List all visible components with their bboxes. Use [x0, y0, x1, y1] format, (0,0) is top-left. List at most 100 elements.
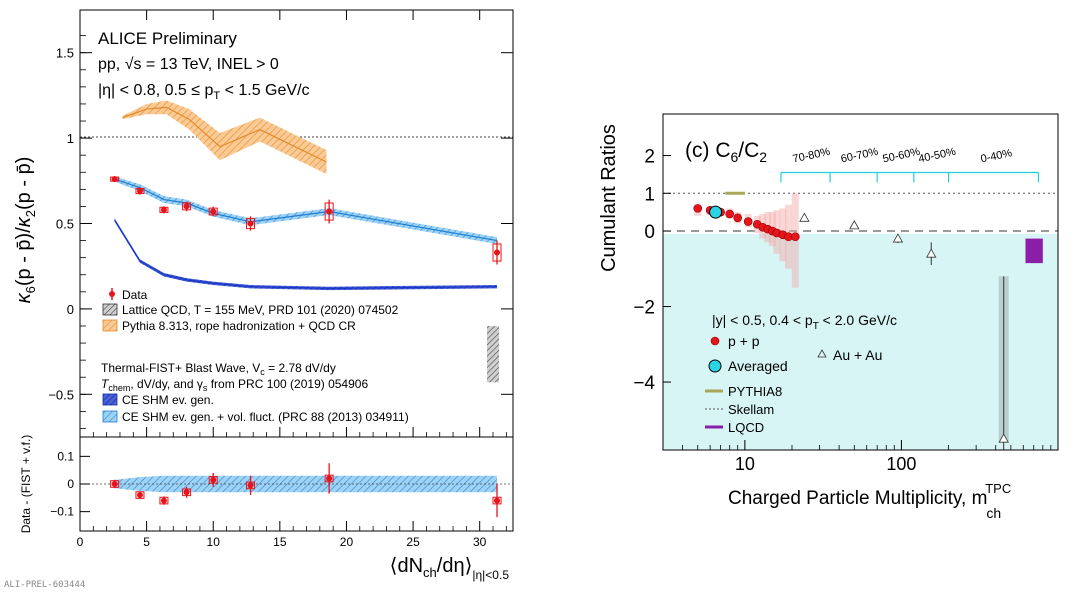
data-point [160, 206, 167, 213]
right-y-tick-label: 2 [644, 147, 655, 168]
legend-top: Data Lattice QCD, T = 155 MeV, PRD 101 (… [102, 288, 399, 333]
panel-label: (c) C6/C2 [685, 139, 767, 165]
legend-lqcd: LQCD [728, 420, 764, 435]
ce-volfluct-band [114, 176, 498, 244]
watermark: ALI-PREL-603444 [4, 580, 85, 590]
subtitle-collision: pp, √s = 13 TeV, INEL > 0 [98, 56, 279, 73]
ratio-y-tick-label: 0 [67, 477, 74, 491]
legend-auau: Au + Au [833, 347, 882, 363]
right-axis-ticks: 210−2−410 100 [633, 147, 1052, 474]
right-x-tick-label: 10 [735, 454, 755, 474]
pp-point [791, 232, 800, 241]
legend-auau-marker [817, 349, 827, 358]
right-panel: 70-80% 60-70% 50-60%40-50% 0-40% 210−2−410 1… [598, 113, 1059, 521]
legend-pp-marker [710, 336, 720, 346]
left-y-axis-label: κ6(p - p̄)/κ2(p - p̄) [13, 157, 38, 304]
legend-pythia: Pythia 8.313, rope hadronization + QCD C… [122, 319, 356, 333]
legend-bottom: CE SHM ev. gen. CE SHM ev. gen. + vol. f… [102, 393, 409, 424]
lattice-qcd-box [487, 325, 500, 383]
data-point [247, 220, 254, 227]
cuts-annotation: |y| < 0.5, 0.4 < pT < 2.0 GeV/c [712, 312, 897, 332]
data-points [110, 176, 502, 265]
data-point [494, 249, 501, 256]
auau-point [926, 248, 937, 258]
fist-line-2: Tchem, dV/dy, and γs from PRC 100 (2019)… [101, 377, 368, 393]
pp-point [733, 213, 743, 223]
legend-lattice: Lattice QCD, T = 155 MeV, PRD 101 (2020)… [122, 303, 399, 317]
left-main-panel: −0.5 0 0.5 1 1.5 ALICE Preliminary pp, √s = … [13, 9, 514, 438]
auau-point [892, 233, 904, 243]
ratio-y-tick-label: −0.1 [50, 505, 74, 519]
subtitle-cuts: |η| < 0.8, 0.5 ≤ pT < 1.5 GeV/c [98, 82, 310, 102]
x-tick-label: 10 [207, 535, 221, 549]
auau-point [998, 433, 1009, 443]
y-ticks: −0.5 0 0.5 1 1.5 [48, 35, 513, 429]
auau-point [849, 220, 860, 230]
ratio-sys-box [135, 491, 145, 499]
pp-point [725, 209, 734, 219]
model-bands [114, 100, 500, 383]
y-tick-label: −0.5 [48, 387, 74, 402]
ce-gen-curve [114, 219, 498, 290]
pp-point [743, 217, 753, 226]
ratio-y-axis-label: Data - (FIST + v.f.) [19, 435, 33, 534]
left-ratio-panel: −0.100.1 0 5 10 15 20 25 30 Data - (FIST + v.f… [19, 10, 514, 582]
right-y-tick-label: −4 [633, 373, 655, 394]
pythia-curve [122, 106, 327, 163]
y-tick-label: 0.5 [56, 217, 74, 232]
fist-line-1: Thermal-FIST+ Blast Wave, Vc = 2.78 dV/d… [101, 361, 336, 377]
ratio-point [183, 489, 190, 496]
data-point [210, 208, 217, 215]
legend-lattice-swatch [102, 303, 118, 316]
x-tick-label: 20 [340, 535, 354, 549]
auau-point [799, 212, 810, 222]
ratio-point [247, 482, 254, 489]
legend-ce-vf-swatch [102, 410, 118, 423]
ratio-band [80, 475, 513, 493]
ratio-point [210, 476, 217, 483]
legend-ce-gen-swatch [102, 393, 118, 406]
right-x-axis-label: Charged Particle Multiplicity, mchTPC [728, 481, 1011, 521]
right-y-tick-label: 1 [644, 184, 655, 205]
y-tick-label: 1.5 [56, 46, 74, 61]
legend-ce-gen: CE SHM ev. gen. [122, 393, 214, 407]
legend-data-marker [109, 291, 115, 297]
pythia-band [122, 100, 327, 174]
ratio-point [111, 481, 118, 487]
data-point [326, 208, 333, 215]
ratio-point [136, 492, 143, 499]
ratio-y-tick-label: 0.1 [57, 449, 74, 463]
right-y-axis-label: Cumulant Ratios [598, 124, 620, 272]
data-point [111, 176, 118, 183]
legend-ce-vf: CE SHM ev. gen. + vol. fluct. (PRC 88 (2… [122, 410, 409, 424]
x-ticks: 0 5 10 15 20 25 30 [77, 10, 507, 549]
pp-point [693, 204, 703, 213]
data-point [183, 203, 190, 210]
x-tick-label: 5 [143, 535, 150, 549]
right-y-tick-label: −2 [633, 298, 655, 319]
legend-averaged-marker [708, 359, 722, 373]
right-plot-frame [662, 113, 1059, 451]
ratio-point [160, 497, 167, 504]
negative-region-fill [663, 234, 1058, 450]
legend-pythia-swatch [102, 319, 118, 332]
y-tick-label: 1 [67, 131, 74, 146]
x-tick-label: 0 [77, 535, 84, 549]
x-tick-label: 25 [406, 535, 420, 549]
ratio-point [494, 497, 501, 504]
right-y-tick-label: 0 [644, 222, 655, 243]
legend-skellam: Skellam [728, 402, 774, 417]
averaged-point [709, 205, 723, 219]
x-tick-label: 30 [473, 535, 487, 549]
left-x-axis-label: ⟨dNch/dη⟩|η|<0.5 [390, 555, 510, 582]
legend-data: Data [122, 288, 148, 302]
legend-averaged: Averaged [728, 358, 788, 374]
y-tick-label: 0 [67, 302, 74, 317]
legend-pp: p + p [728, 333, 760, 349]
x-tick-label: 15 [273, 535, 287, 549]
right-x-tick-label: 100 [886, 454, 916, 474]
lqcd-box [1025, 238, 1043, 264]
ratio-point [326, 475, 333, 482]
data-point [136, 188, 143, 195]
